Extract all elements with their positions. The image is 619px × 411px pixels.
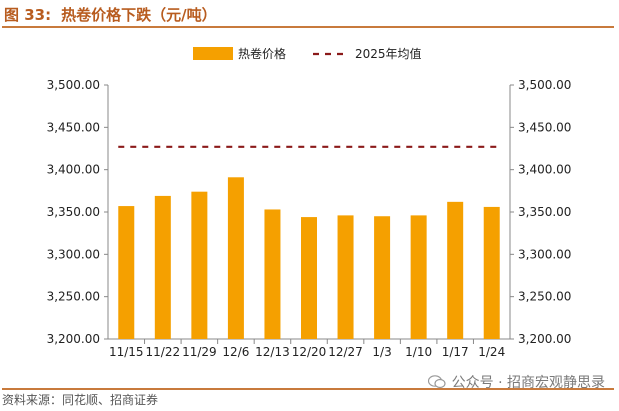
x-tick-label: 11/22 bbox=[146, 345, 181, 359]
bar bbox=[410, 215, 427, 339]
chart-legend: 热卷价格 2025年均值 bbox=[193, 46, 422, 61]
y-tick-label-right: 3,200.00 bbox=[518, 332, 571, 346]
chart-bars bbox=[118, 177, 500, 339]
y-tick-label-left: 3,350.00 bbox=[47, 205, 100, 219]
legend-label-line: 2025年均值 bbox=[355, 46, 422, 61]
x-tick-label: 1/3 bbox=[372, 345, 391, 359]
figure-title: 图 33: 热卷价格下跌（元/吨） bbox=[2, 2, 614, 28]
watermark: 公众号 · 招商宏观静思录 bbox=[427, 372, 605, 392]
y-tick-label-left: 3,300.00 bbox=[47, 247, 100, 261]
legend-swatch-bar bbox=[193, 47, 233, 60]
y-tick-label-left: 3,500.00 bbox=[47, 78, 100, 92]
y-tick-label-right: 3,300.00 bbox=[518, 247, 571, 261]
source-note: 资料来源：同花顺、招商证券 bbox=[2, 388, 614, 410]
x-tick-label: 12/27 bbox=[328, 345, 363, 359]
x-tick-label: 12/20 bbox=[292, 345, 327, 359]
bar bbox=[227, 177, 244, 339]
bar bbox=[191, 191, 208, 339]
wechat-icon bbox=[427, 375, 446, 389]
bar bbox=[483, 206, 500, 339]
x-tick-label: 11/15 bbox=[109, 345, 144, 359]
y-tick-label-right: 3,250.00 bbox=[518, 290, 571, 304]
x-tick-label: 1/17 bbox=[442, 345, 469, 359]
x-tick-label: 1/24 bbox=[478, 345, 505, 359]
x-tick-label: 1/10 bbox=[405, 345, 432, 359]
bar bbox=[447, 201, 464, 339]
y-tick-label-right: 3,500.00 bbox=[518, 78, 571, 92]
y-tick-label-left: 3,400.00 bbox=[47, 163, 100, 177]
figure-label: 图 33: bbox=[4, 6, 52, 24]
chart-axes bbox=[104, 84, 514, 344]
x-tick-label: 11/29 bbox=[182, 345, 217, 359]
figure-title-text: 热卷价格下跌（元/吨） bbox=[61, 6, 217, 24]
y-tick-label-right: 3,400.00 bbox=[518, 163, 571, 177]
bar bbox=[337, 215, 354, 339]
y-tick-label-right: 3,350.00 bbox=[518, 205, 571, 219]
bar bbox=[154, 195, 171, 339]
y-tick-label-left: 3,450.00 bbox=[47, 120, 100, 134]
bar bbox=[118, 206, 135, 339]
x-tick-label: 12/13 bbox=[255, 345, 290, 359]
x-tick-label: 12/6 bbox=[222, 345, 249, 359]
y-tick-label-left: 3,250.00 bbox=[47, 290, 100, 304]
y-tick-labels: 3,200.00 3,200.00 3,250.00 3,250.00 3,300.00… bbox=[47, 78, 572, 346]
bar bbox=[301, 217, 317, 339]
bar bbox=[374, 216, 391, 339]
watermark-text: 公众号 · 招商宏观静思录 bbox=[451, 375, 605, 391]
x-tick-labels: 11/15 11/22 11/29 12/6 12/13 12/20 12/27 1/3 1/1… bbox=[109, 345, 505, 359]
y-tick-label-left: 3,200.00 bbox=[47, 332, 100, 346]
legend-label-bar: 热卷价格 bbox=[238, 46, 286, 61]
y-tick-label-right: 3,450.00 bbox=[518, 120, 571, 134]
bar bbox=[264, 209, 281, 339]
